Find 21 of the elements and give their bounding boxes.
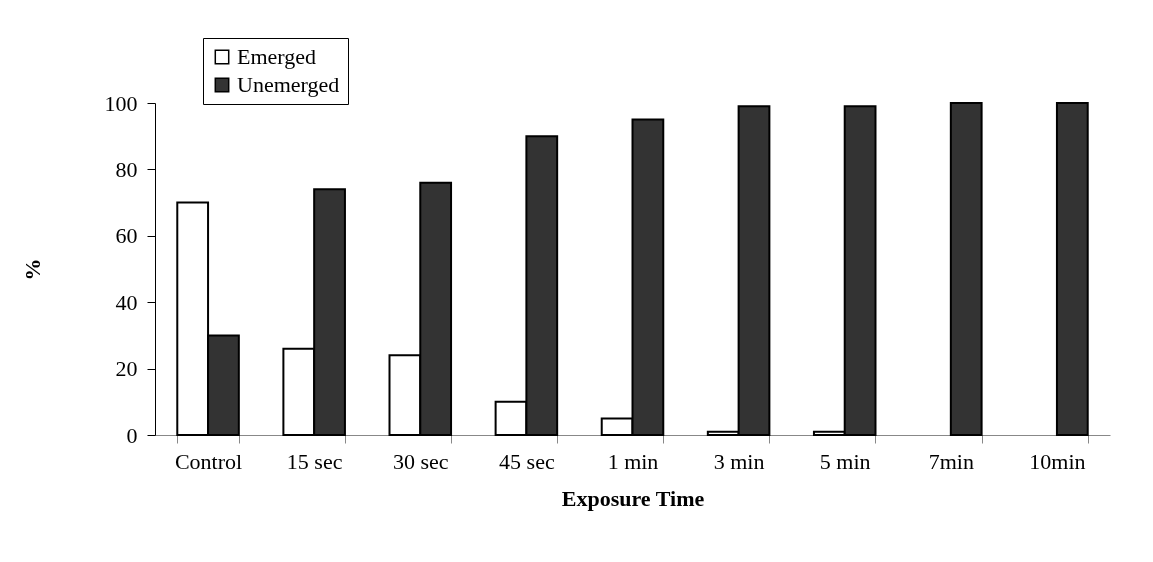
y-tick-label: 40 [115,289,138,315]
legend-label: Unemerged [237,72,340,97]
y-tick-label: 0 [126,422,138,448]
y-tick-label: 20 [115,356,138,382]
y-axis-title: % [19,258,45,281]
y-tick-label: 60 [115,223,138,249]
x-tick-label: 5 min [819,448,871,474]
bar [1055,102,1089,436]
x-tick-label: Control [174,448,243,474]
y-tick-label: 80 [115,156,138,182]
bar [949,102,983,436]
x-tick-label: 45 sec [499,448,555,474]
x-tick-label: 15 sec [286,448,343,474]
x-axis-title: Exposure Time [561,485,705,511]
y-tick-label: 100 [104,90,138,116]
x-tick-label: 7min [928,448,974,474]
x-tick-label: 1 min [607,448,659,474]
legend-label: Emerged [237,44,317,69]
x-tick-label: 10min [1029,448,1086,474]
x-tick-label: 30 sec [392,448,449,474]
x-tick-label: 3 min [713,448,765,474]
